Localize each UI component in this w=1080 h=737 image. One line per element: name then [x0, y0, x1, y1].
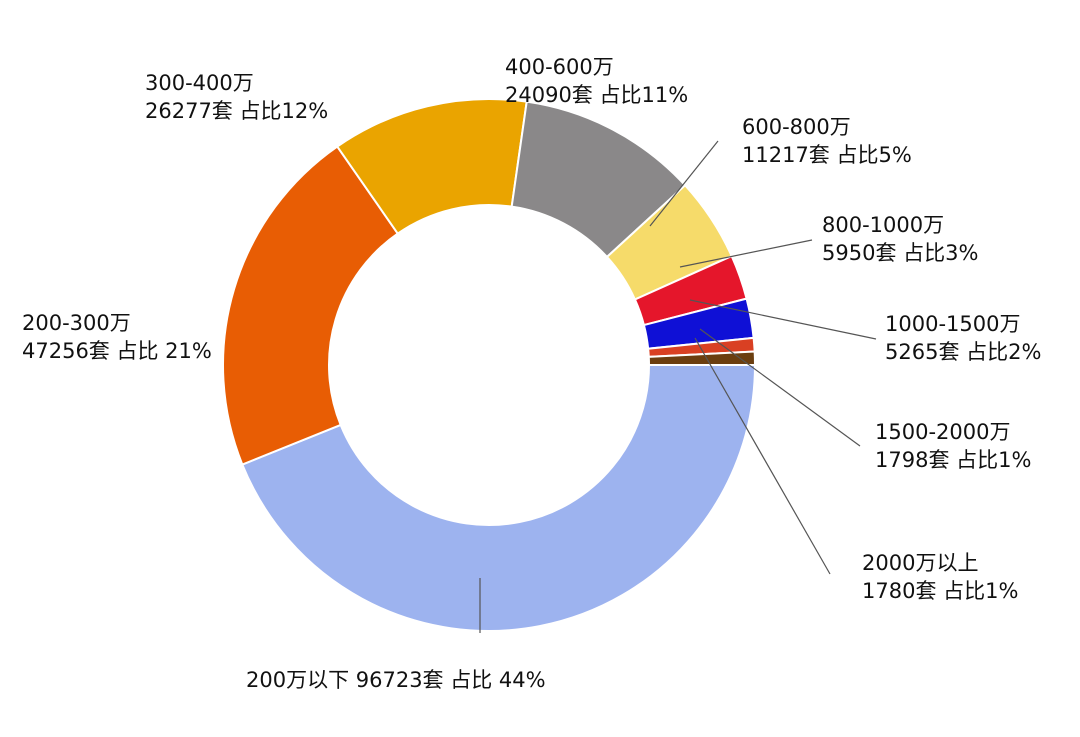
- leader-line-4: [649, 140, 719, 227]
- slice-label-line: 200-300万: [22, 311, 131, 335]
- leader-line-5: [679, 239, 813, 268]
- slice-label-5: 800-1000万 5950套 占比3%: [822, 213, 978, 265]
- slice-1: [222, 145, 400, 466]
- slice-label-line: 200万以下 96723套 占比 44%: [246, 668, 546, 692]
- slice-label-line: 600-800万: [742, 115, 851, 139]
- slice-label-line: 1780套 占比1%: [862, 579, 1018, 603]
- slice-label-line: 2000万以上: [862, 551, 978, 575]
- slice-label-4: 600-800万 11217套 占比5%: [742, 115, 912, 167]
- slice-label-3: 400-600万 24090套 占比11%: [505, 55, 688, 107]
- slice-label-7: 1500-2000万 1798套 占比1%: [875, 420, 1031, 472]
- slice-label-8: 2000万以上 1780套 占比1%: [862, 551, 1018, 603]
- slice-label-line: 47256套 占比 21%: [22, 339, 212, 363]
- slice-label-line: 400-600万: [505, 55, 614, 79]
- slice-label-line: 1798套 占比1%: [875, 448, 1031, 472]
- slice-label-line: 1500-2000万: [875, 420, 1010, 444]
- slice-label-line: 300-400万: [145, 71, 254, 95]
- leader-line-8: [694, 337, 831, 575]
- slice-label-0: 200万以下 96723套 占比 44%: [246, 668, 546, 692]
- leader-line-6: [689, 299, 877, 340]
- leader-line-7: [699, 328, 861, 447]
- slice-label-line: 800-1000万: [822, 213, 944, 237]
- slice-label-line: 24090套 占比11%: [505, 83, 688, 107]
- slice-label-1: 200-300万 47256套 占比 21%: [22, 311, 212, 363]
- slice-0: [241, 364, 757, 632]
- donut-slices: [222, 98, 757, 632]
- slice-label-2: 300-400万 26277套 占比12%: [145, 71, 328, 123]
- slice-label-line: 26277套 占比12%: [145, 99, 328, 123]
- slice-label-line: 11217套 占比5%: [742, 143, 912, 167]
- leader-lines: [479, 140, 877, 633]
- slice-label-6: 1000-1500万 5265套 占比2%: [885, 312, 1041, 364]
- slice-label-line: 1000-1500万: [885, 312, 1020, 336]
- slice-8: [647, 350, 757, 366]
- slice-label-line: 5265套 占比2%: [885, 340, 1041, 364]
- slice-label-line: 5950套 占比3%: [822, 241, 978, 265]
- slice-labels: 200万以下 96723套 占比 44% 200-300万 47256套 占比 21…: [22, 55, 1041, 692]
